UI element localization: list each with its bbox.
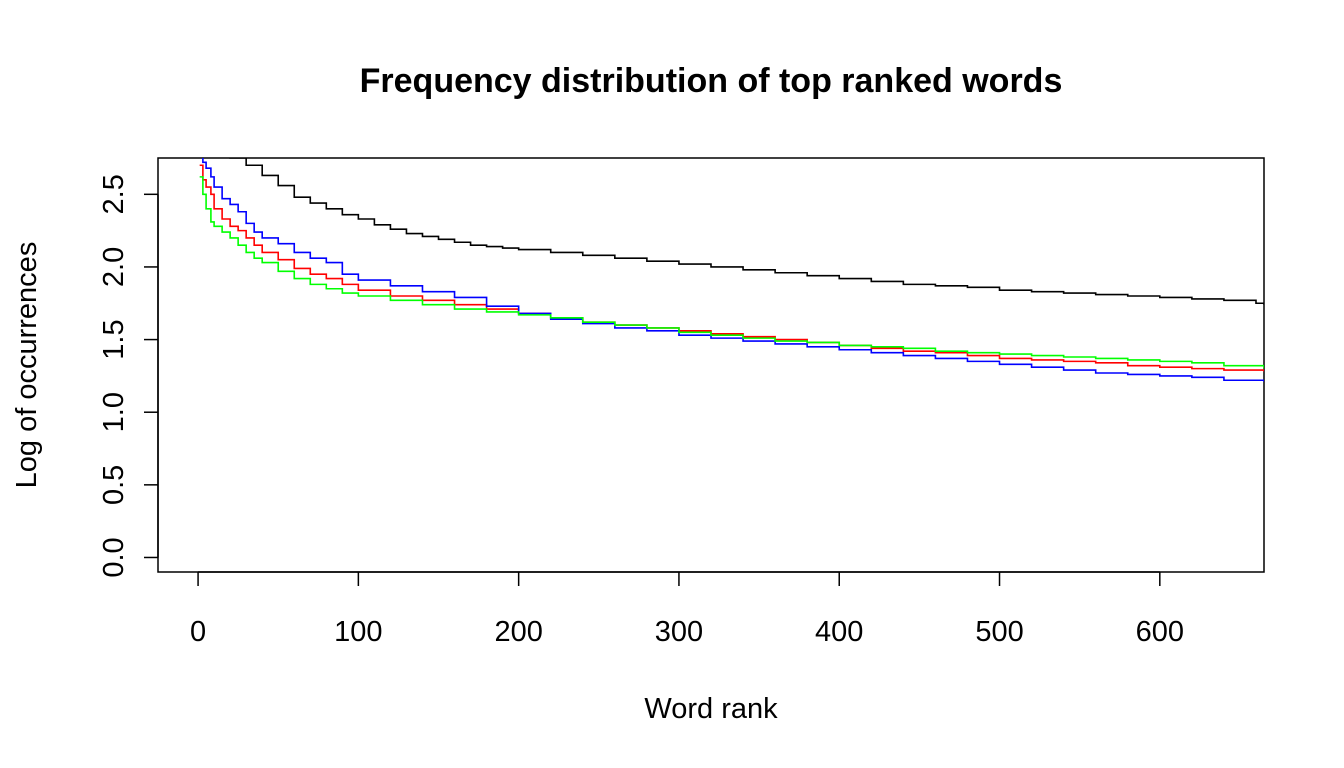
x-tick-label: 400	[815, 616, 863, 648]
y-tick-label: 1.5	[98, 319, 130, 359]
y-tick-label: 0.5	[98, 465, 130, 505]
x-tick-label: 600	[1136, 616, 1184, 648]
x-tick-label: 200	[494, 616, 542, 648]
series-line-3	[199, 176, 1264, 369]
y-axis: 0.0 0.5 1.0 1.5 2.0 2.5	[98, 174, 159, 578]
y-tick-label: 2.5	[98, 174, 130, 214]
x-tick-label: 500	[975, 616, 1023, 648]
series-group	[199, 158, 1264, 382]
x-axis-label: Word rank	[644, 693, 778, 725]
x-tick-label: 300	[655, 616, 703, 648]
series-line-2	[202, 158, 1264, 382]
x-axis: 0 100 200 300 400 500 600	[190, 571, 1184, 648]
x-tick-label: 100	[334, 616, 382, 648]
series-line-1	[199, 164, 1264, 372]
y-tick-label: 0.0	[98, 537, 130, 577]
chart-title: Frequency distribution of top ranked wor…	[360, 62, 1063, 100]
x-tick-label: 0	[190, 616, 206, 648]
series-line-0	[229, 158, 1264, 305]
y-axis-label: Log of occurrences	[11, 242, 43, 489]
plot-frame	[157, 157, 1265, 573]
y-tick-label: 1.0	[98, 392, 130, 432]
y-tick-label: 2.0	[98, 247, 130, 287]
